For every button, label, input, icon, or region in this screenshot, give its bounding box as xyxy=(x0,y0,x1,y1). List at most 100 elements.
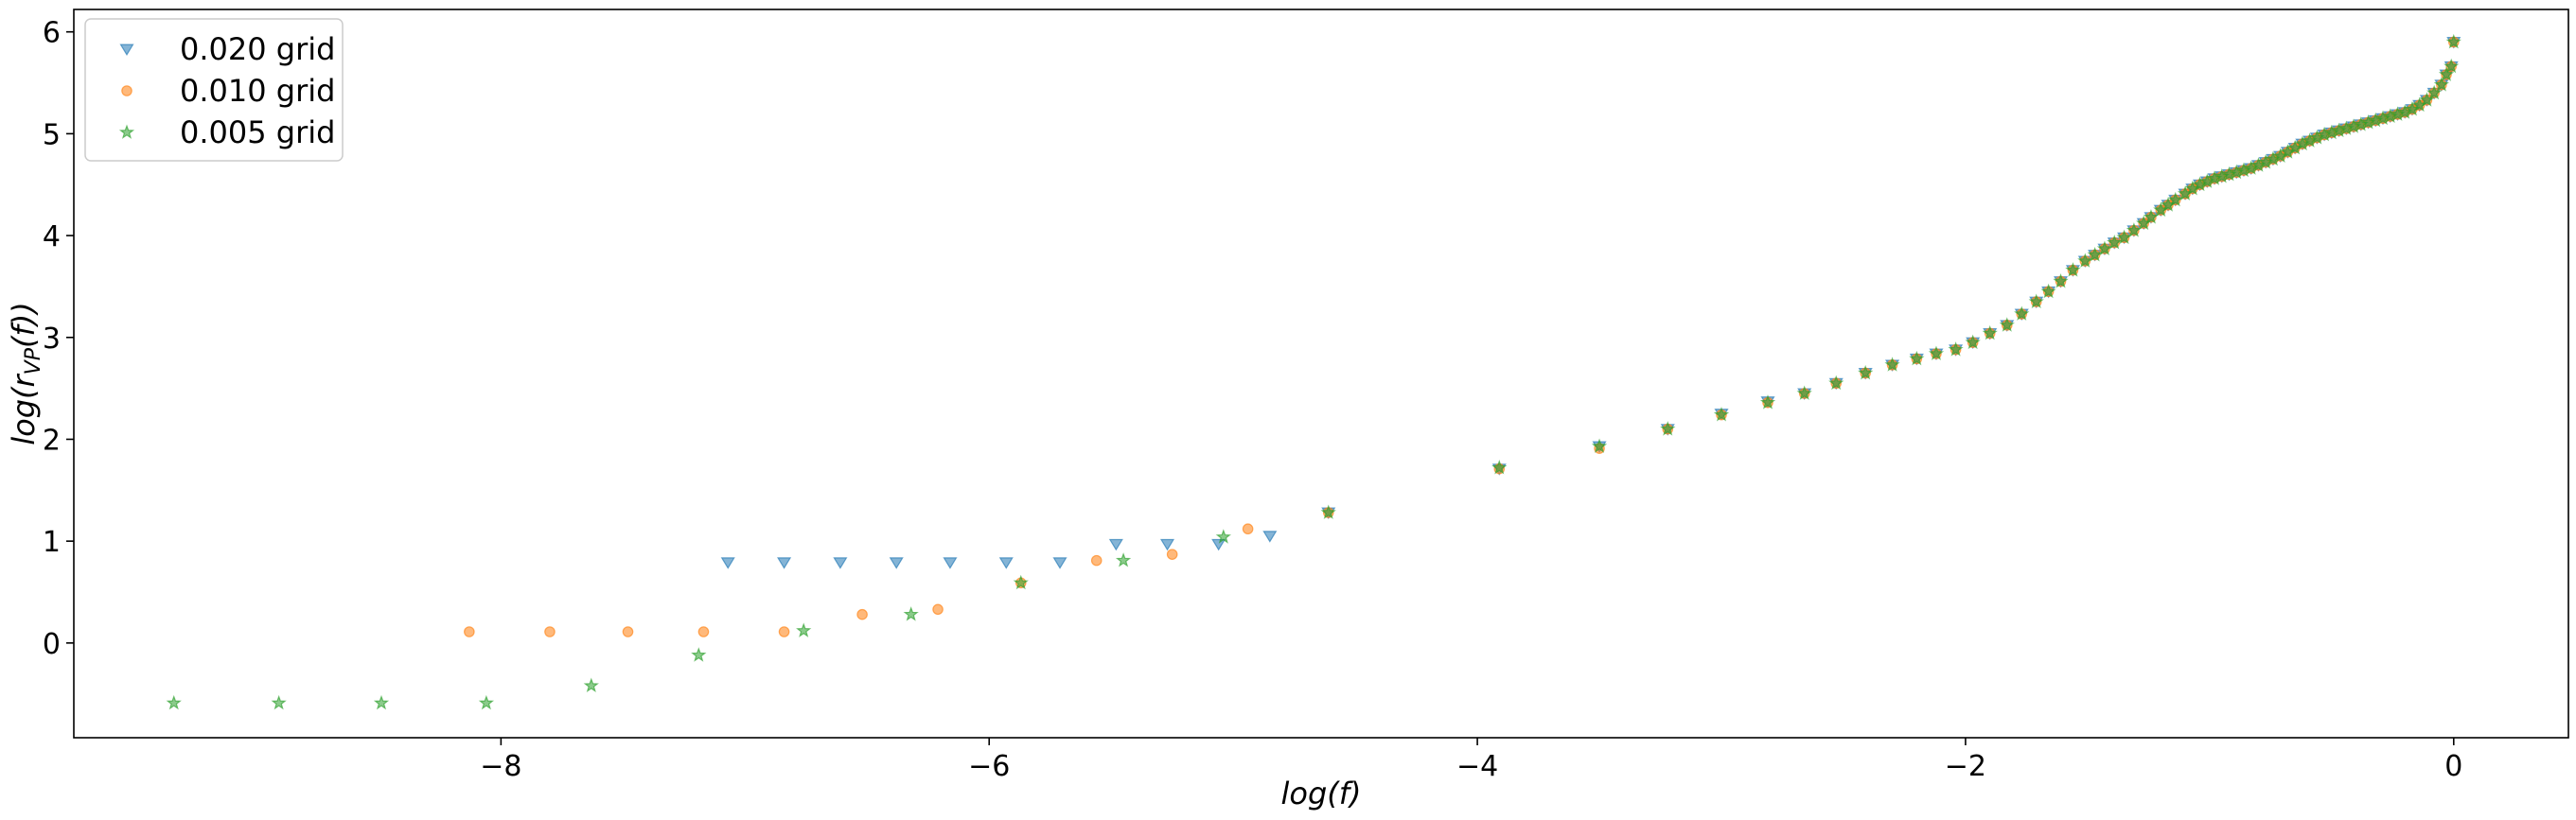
data-point xyxy=(1159,538,1175,551)
data-point xyxy=(2444,58,2460,74)
data-point xyxy=(464,626,475,637)
data-point xyxy=(2126,222,2143,237)
data-point xyxy=(1166,549,1178,560)
data-point xyxy=(478,694,495,710)
data-point xyxy=(1858,364,1874,380)
data-point xyxy=(1828,375,1844,391)
data-point xyxy=(720,557,735,569)
data-point xyxy=(943,557,958,569)
data-point xyxy=(691,647,707,662)
y-tick-label: 3 xyxy=(43,323,61,356)
data-point xyxy=(1491,460,1508,475)
legend-label: 0.010 grid xyxy=(180,73,335,109)
x-tick-label: −6 xyxy=(968,750,1010,783)
data-point xyxy=(2143,209,2160,224)
data-point xyxy=(932,603,944,616)
data-point xyxy=(2433,77,2450,92)
y-tick-label: 2 xyxy=(43,424,61,457)
data-point xyxy=(856,608,868,620)
y-axis-ticks: 0 1 2 3 4 5 6 xyxy=(43,17,74,661)
data-point xyxy=(544,626,556,637)
data-point xyxy=(1320,504,1336,519)
data-point xyxy=(1928,345,1945,360)
data-point xyxy=(2028,293,2044,309)
data-point xyxy=(1591,438,1608,453)
data-point xyxy=(373,694,390,710)
data-point xyxy=(1115,552,1132,567)
legend-marker xyxy=(118,124,135,139)
data-point xyxy=(1999,317,2015,332)
data-point xyxy=(697,626,710,637)
legend-label: 0.020 grid xyxy=(180,31,335,67)
data-point xyxy=(2445,33,2461,49)
x-tick-label: −2 xyxy=(1945,750,1986,783)
data-point xyxy=(776,557,792,569)
data-point xyxy=(2014,305,2030,321)
legend-item: 0.020 grid xyxy=(119,31,335,67)
data-point xyxy=(1759,394,1776,410)
data-point xyxy=(796,622,812,637)
data-point xyxy=(903,606,919,621)
plot-area-frame xyxy=(73,9,2569,739)
y-tick-label: 5 xyxy=(43,118,61,151)
data-point xyxy=(1090,554,1103,567)
data-point xyxy=(2167,191,2183,207)
x-axis-label: log(f) xyxy=(1280,776,1361,811)
y-tick-label: 0 xyxy=(43,628,61,661)
legend-label: 0.005 grid xyxy=(180,114,335,150)
legend-box xyxy=(84,18,344,162)
data-point xyxy=(271,694,287,710)
data-point xyxy=(1982,324,1998,340)
data-point xyxy=(2438,66,2455,81)
data-point xyxy=(1948,341,1964,357)
data-points xyxy=(166,33,2461,710)
data-point xyxy=(1215,529,1231,544)
data-point xyxy=(1965,334,1981,350)
legend: 0.020 grid 0.010 grid 0.005 grid xyxy=(84,18,344,162)
legend-item: 0.005 grid xyxy=(118,114,335,150)
y-tick-label: 6 xyxy=(43,17,61,50)
x-tick-label: −8 xyxy=(480,750,521,783)
data-point xyxy=(2087,246,2103,262)
data-point xyxy=(2116,229,2132,245)
y-axis-label-subscript: VP xyxy=(22,347,45,375)
data-point xyxy=(2107,235,2123,250)
data-point xyxy=(1013,574,1029,590)
data-point xyxy=(583,677,599,693)
data-point xyxy=(2053,272,2069,288)
x-tick-label: −4 xyxy=(1456,750,1498,783)
y-axis-label-suffix: (f)) xyxy=(6,302,42,348)
x-tick-label: 0 xyxy=(2444,750,2462,783)
data-point xyxy=(833,557,848,569)
data-point xyxy=(1713,407,1730,422)
series-2 xyxy=(166,33,2461,710)
data-point xyxy=(778,626,790,637)
data-point xyxy=(1884,357,1900,372)
data-point xyxy=(889,557,904,569)
y-axis-label-prefix: log(r xyxy=(6,373,42,445)
data-point xyxy=(166,694,182,710)
data-point xyxy=(2096,240,2113,256)
data-point xyxy=(1052,557,1067,569)
legend-marker xyxy=(119,44,134,57)
data-point xyxy=(1909,350,1925,366)
y-axis-label: log(rVP(f)) xyxy=(6,302,45,445)
data-point xyxy=(1796,385,1812,400)
data-point xyxy=(2077,253,2093,268)
legend-item: 0.010 grid xyxy=(121,73,335,109)
data-point xyxy=(1262,531,1278,543)
x-axis-ticks: −8 −6 −4 −2 0 xyxy=(480,738,2462,783)
y-tick-label: 4 xyxy=(43,220,61,253)
legend-marker xyxy=(121,85,132,96)
y-tick-label: 1 xyxy=(43,526,61,559)
data-point xyxy=(2065,262,2081,277)
data-point xyxy=(1660,421,1676,436)
data-point xyxy=(1108,538,1123,551)
data-point xyxy=(1242,523,1254,535)
data-point xyxy=(2426,84,2443,100)
data-point xyxy=(998,557,1014,569)
data-point xyxy=(2040,283,2056,299)
data-point xyxy=(622,626,634,637)
